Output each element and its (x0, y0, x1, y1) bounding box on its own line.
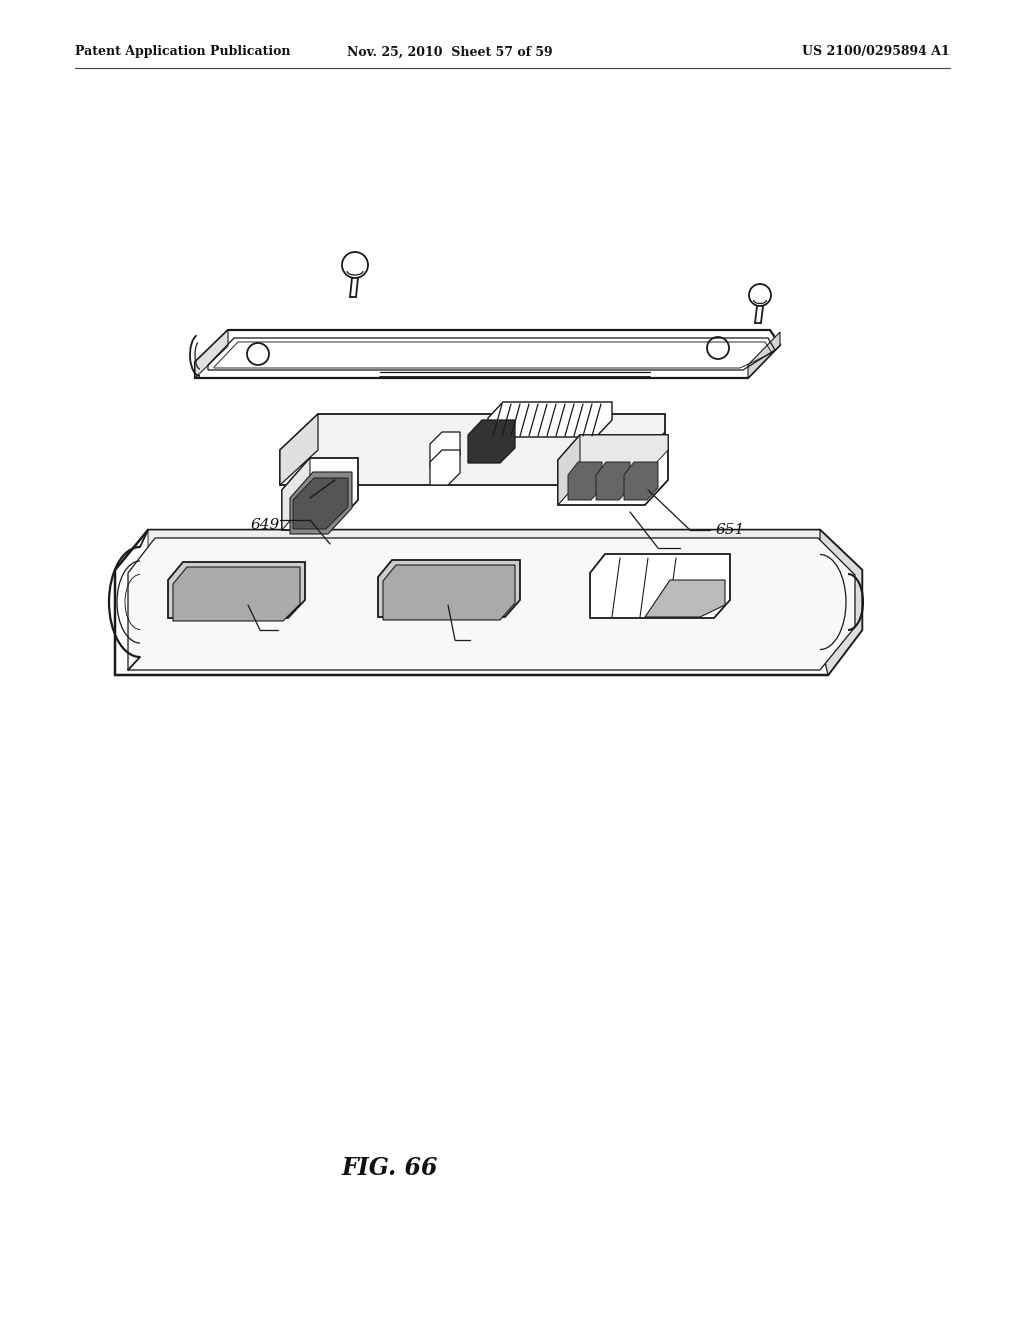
Text: 650: 650 (685, 543, 715, 556)
Polygon shape (558, 436, 668, 475)
Polygon shape (558, 436, 668, 506)
Polygon shape (168, 562, 305, 618)
Polygon shape (624, 462, 658, 500)
Polygon shape (748, 333, 780, 378)
Text: Nov. 25, 2010  Sheet 57 of 59: Nov. 25, 2010 Sheet 57 of 59 (347, 45, 553, 58)
Polygon shape (293, 478, 348, 529)
Polygon shape (820, 531, 862, 675)
Polygon shape (383, 565, 515, 620)
Polygon shape (290, 473, 352, 535)
Polygon shape (282, 458, 310, 531)
Polygon shape (280, 414, 665, 484)
Polygon shape (128, 539, 855, 671)
Polygon shape (468, 420, 515, 463)
Polygon shape (280, 414, 318, 484)
Polygon shape (378, 560, 520, 616)
Text: FIG. 66: FIG. 66 (342, 1156, 438, 1180)
Polygon shape (195, 330, 228, 378)
Polygon shape (488, 403, 612, 437)
Polygon shape (173, 568, 300, 620)
Polygon shape (645, 579, 725, 616)
Text: US 2100/0295894 A1: US 2100/0295894 A1 (802, 45, 950, 58)
Polygon shape (195, 330, 780, 378)
Polygon shape (115, 531, 862, 675)
Polygon shape (430, 450, 460, 484)
Text: 651: 651 (716, 523, 744, 537)
Text: Patent Application Publication: Patent Application Publication (75, 45, 291, 58)
Polygon shape (590, 554, 730, 618)
Polygon shape (568, 462, 602, 500)
Polygon shape (282, 458, 358, 531)
Polygon shape (628, 432, 665, 484)
Text: 649: 649 (251, 517, 280, 532)
Text: 653: 653 (472, 638, 502, 651)
Polygon shape (558, 436, 580, 506)
Text: 652: 652 (281, 627, 309, 642)
Polygon shape (430, 432, 460, 467)
Polygon shape (596, 462, 630, 500)
Polygon shape (148, 531, 862, 570)
